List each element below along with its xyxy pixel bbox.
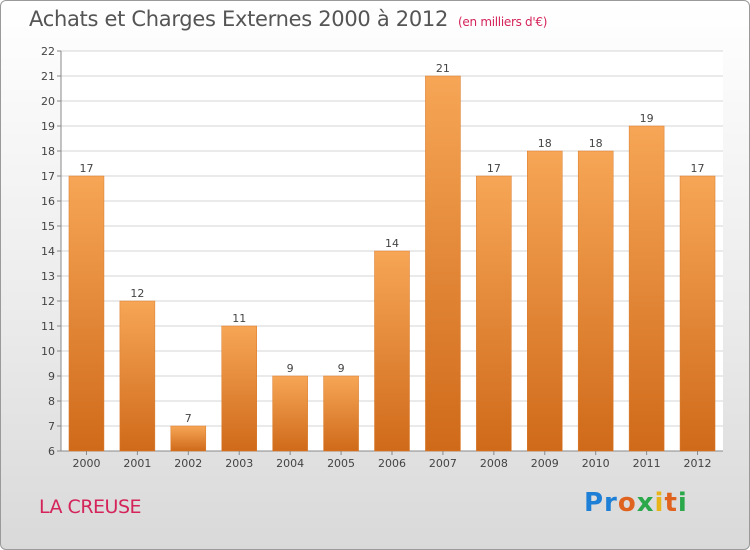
y-tick-label: 20 [41,95,55,108]
bar-value-label: 17 [79,162,93,175]
bar-2003 [221,325,257,452]
bar-2006 [374,250,410,452]
y-tick-label: 8 [48,395,55,408]
x-tick-label: 2001 [123,457,151,470]
x-tick-label: 2006 [378,457,406,470]
y-tick-label: 11 [41,320,55,333]
bar-value-label: 17 [691,162,705,175]
y-tick-label: 6 [48,445,55,458]
x-tick-label: 2003 [225,457,253,470]
bar-value-label: 21 [436,62,450,75]
y-tick-label: 19 [41,120,55,133]
bar-2010 [577,150,614,452]
y-tick-label: 12 [41,295,55,308]
y-tick-label: 10 [41,345,55,358]
x-tick-label: 2012 [684,457,712,470]
bar-2000 [68,175,105,452]
place-name: LA CREUSE [39,496,142,518]
bar-value-label: 9 [287,362,294,375]
x-tick-label: 2011 [633,457,661,470]
y-tick-label: 18 [41,145,55,158]
y-tick-label: 7 [48,420,55,433]
y-tick-label: 22 [41,45,55,58]
bar-2005 [323,375,359,452]
chart-title: Achats et Charges Externes 2000 à 2012 (e… [29,7,547,31]
bar-value-label: 12 [130,287,144,300]
bar-2008 [476,175,512,452]
bar-2004 [272,375,308,452]
bar-2011 [628,125,665,452]
x-tick-label: 2005 [327,457,355,470]
bar-value-label: 7 [185,412,192,425]
bar-value-label: 18 [538,137,552,150]
bar-2009 [527,150,563,452]
y-tick-label: 21 [41,70,55,83]
chart-title-text: Achats et Charges Externes 2000 à 2012 [29,7,449,31]
proxiti-logo: Proxiti [584,488,688,518]
y-tick-label: 9 [48,370,55,383]
x-tick-label: 2010 [582,457,610,470]
bar-2007 [425,75,461,452]
bar-value-label: 14 [385,237,399,250]
x-tick-label: 2007 [429,457,457,470]
bar-2001 [119,300,156,452]
bar-value-label: 19 [640,112,654,125]
y-tick-label: 16 [41,195,55,208]
bar-2012 [679,175,716,452]
bar-value-label: 17 [487,162,501,175]
y-tick-label: 17 [41,170,55,183]
y-tick-label: 14 [41,245,55,258]
y-tick-label: 13 [41,270,55,283]
bar-value-label: 11 [232,312,246,325]
x-tick-label: 2000 [72,457,100,470]
x-tick-label: 2008 [480,457,508,470]
x-tick-label: 2009 [531,457,559,470]
bar-2002 [170,425,207,452]
x-tick-label: 2002 [174,457,202,470]
bar-value-label: 18 [589,137,603,150]
bar-value-label: 9 [338,362,345,375]
y-tick-label: 15 [41,220,55,233]
x-tick-label: 2004 [276,457,304,470]
chart-subtitle: (en milliers d'€) [458,15,548,29]
